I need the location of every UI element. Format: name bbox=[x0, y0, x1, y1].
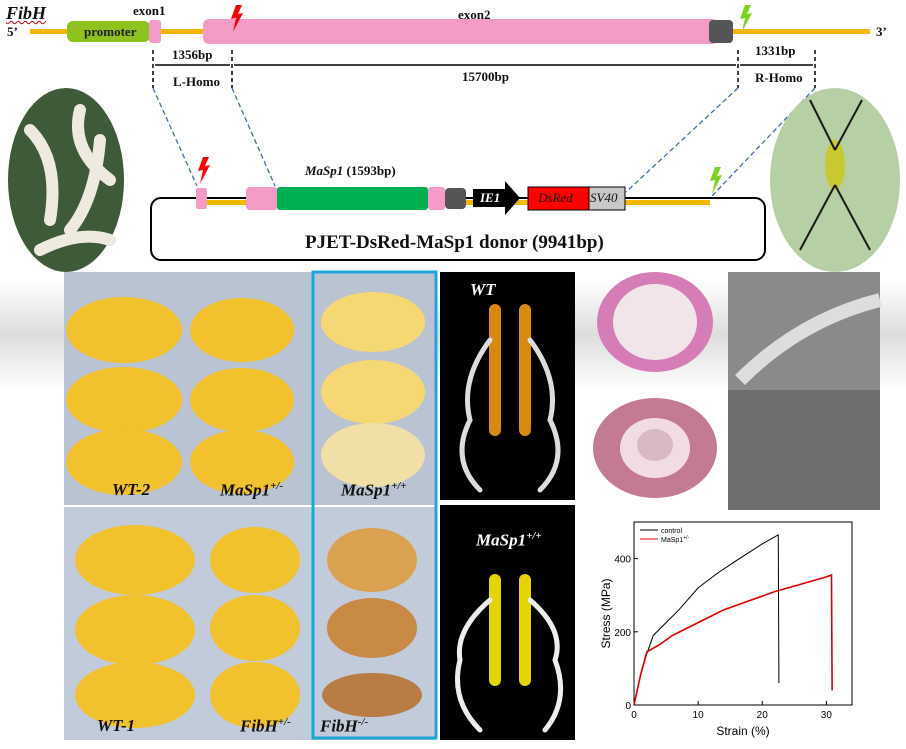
stress-strain-chart: 0 10 20 30 0 200 400 Strain (%) Stress (MPa) cont… bbox=[599, 521, 853, 738]
x-axis-label: Strain (%) bbox=[716, 724, 769, 738]
silk-glands bbox=[455, 304, 564, 733]
cocoon-label-wt2: WT-2 bbox=[112, 480, 151, 499]
histology-sections bbox=[593, 272, 717, 498]
exon1-label: exon1 bbox=[133, 3, 166, 18]
donor-title: PJET-DsRed-MaSp1 donor (9941bp) bbox=[305, 232, 604, 253]
donor-left-arm bbox=[246, 187, 278, 210]
exon1-block bbox=[149, 20, 161, 43]
cocoon-label-masp1-hom: MaSp1+/+ bbox=[341, 480, 407, 500]
cocoon-label-fibh-het: FibH+/- bbox=[240, 716, 291, 736]
right-homology-label: R-Homo bbox=[755, 70, 803, 85]
cut-site-left-icon bbox=[231, 5, 243, 32]
tem-membrane bbox=[735, 293, 882, 385]
plot-frame bbox=[633, 521, 853, 706]
y-axis-label: Stress (MPa) bbox=[599, 578, 613, 648]
highlight-box bbox=[311, 270, 438, 740]
cocoon-label-wt1: WT-1 bbox=[97, 716, 136, 735]
spider-legs bbox=[799, 99, 871, 251]
exon2-block bbox=[203, 19, 718, 44]
legend-label: MaSp1+/- bbox=[661, 535, 689, 544]
sv40-block bbox=[588, 186, 626, 211]
x-tick-label: 30 bbox=[821, 710, 833, 721]
three-prime-label: 3’ bbox=[876, 24, 887, 39]
five-prime-label: 5’ bbox=[7, 24, 18, 39]
x-tick-label: 20 bbox=[757, 710, 769, 721]
x-tick-label: 10 bbox=[693, 710, 705, 721]
tem-image-bottom bbox=[728, 390, 880, 510]
cocoon-label-masp1-het: MaSp1+/- bbox=[220, 480, 284, 500]
y-tick-label: 400 bbox=[614, 555, 631, 566]
gland-label-masp1: MaSp1+/+ bbox=[476, 530, 542, 550]
exon2-label: exon2 bbox=[458, 7, 491, 22]
middle-length: 15700bp bbox=[462, 69, 509, 84]
donor-cut-left-icon bbox=[198, 157, 210, 184]
spider-body bbox=[825, 140, 845, 190]
ie1-label: IE1 bbox=[480, 190, 501, 205]
promoter-label: promoter bbox=[84, 24, 137, 39]
left-homology-length: 1356bp bbox=[172, 47, 213, 62]
series-line-masp1 bbox=[633, 573, 833, 706]
legend-label: control bbox=[661, 528, 682, 535]
y-tick-label: 0 bbox=[625, 701, 631, 712]
gland-label-wt: WT bbox=[470, 280, 496, 299]
dimension-lines bbox=[152, 50, 816, 88]
cut-site-right-icon bbox=[740, 5, 752, 32]
cocoons bbox=[66, 292, 425, 728]
exon2-end-block bbox=[709, 20, 733, 43]
dsred-label: DsRed bbox=[538, 190, 573, 205]
x-tick-label: 0 bbox=[631, 710, 637, 721]
masp1-gene-name: MaSp1 bbox=[305, 163, 344, 178]
y-tick-label: 200 bbox=[614, 628, 631, 639]
masp1-label: MaSp1 (1593bp) bbox=[305, 163, 396, 179]
sv40-label: SV40 bbox=[590, 190, 618, 205]
silkworm-shapes bbox=[24, 104, 116, 256]
right-homology-length: 1331bp bbox=[755, 43, 796, 58]
cocoon-label-fibh-ko: FibH-/- bbox=[320, 716, 369, 736]
gene-name: FibH bbox=[6, 3, 47, 23]
masp1-gene-length: (1593bp) bbox=[346, 163, 396, 178]
left-homology-label: L-Homo bbox=[173, 74, 220, 89]
masp1-block bbox=[277, 187, 428, 210]
donor-exon1 bbox=[196, 188, 207, 209]
ie1-promoter-arrow bbox=[473, 181, 520, 215]
donor-gray-block bbox=[445, 188, 466, 209]
donor-right-pink bbox=[428, 187, 445, 210]
promoter-block bbox=[67, 21, 150, 42]
donor-cut-right-icon bbox=[710, 167, 722, 194]
